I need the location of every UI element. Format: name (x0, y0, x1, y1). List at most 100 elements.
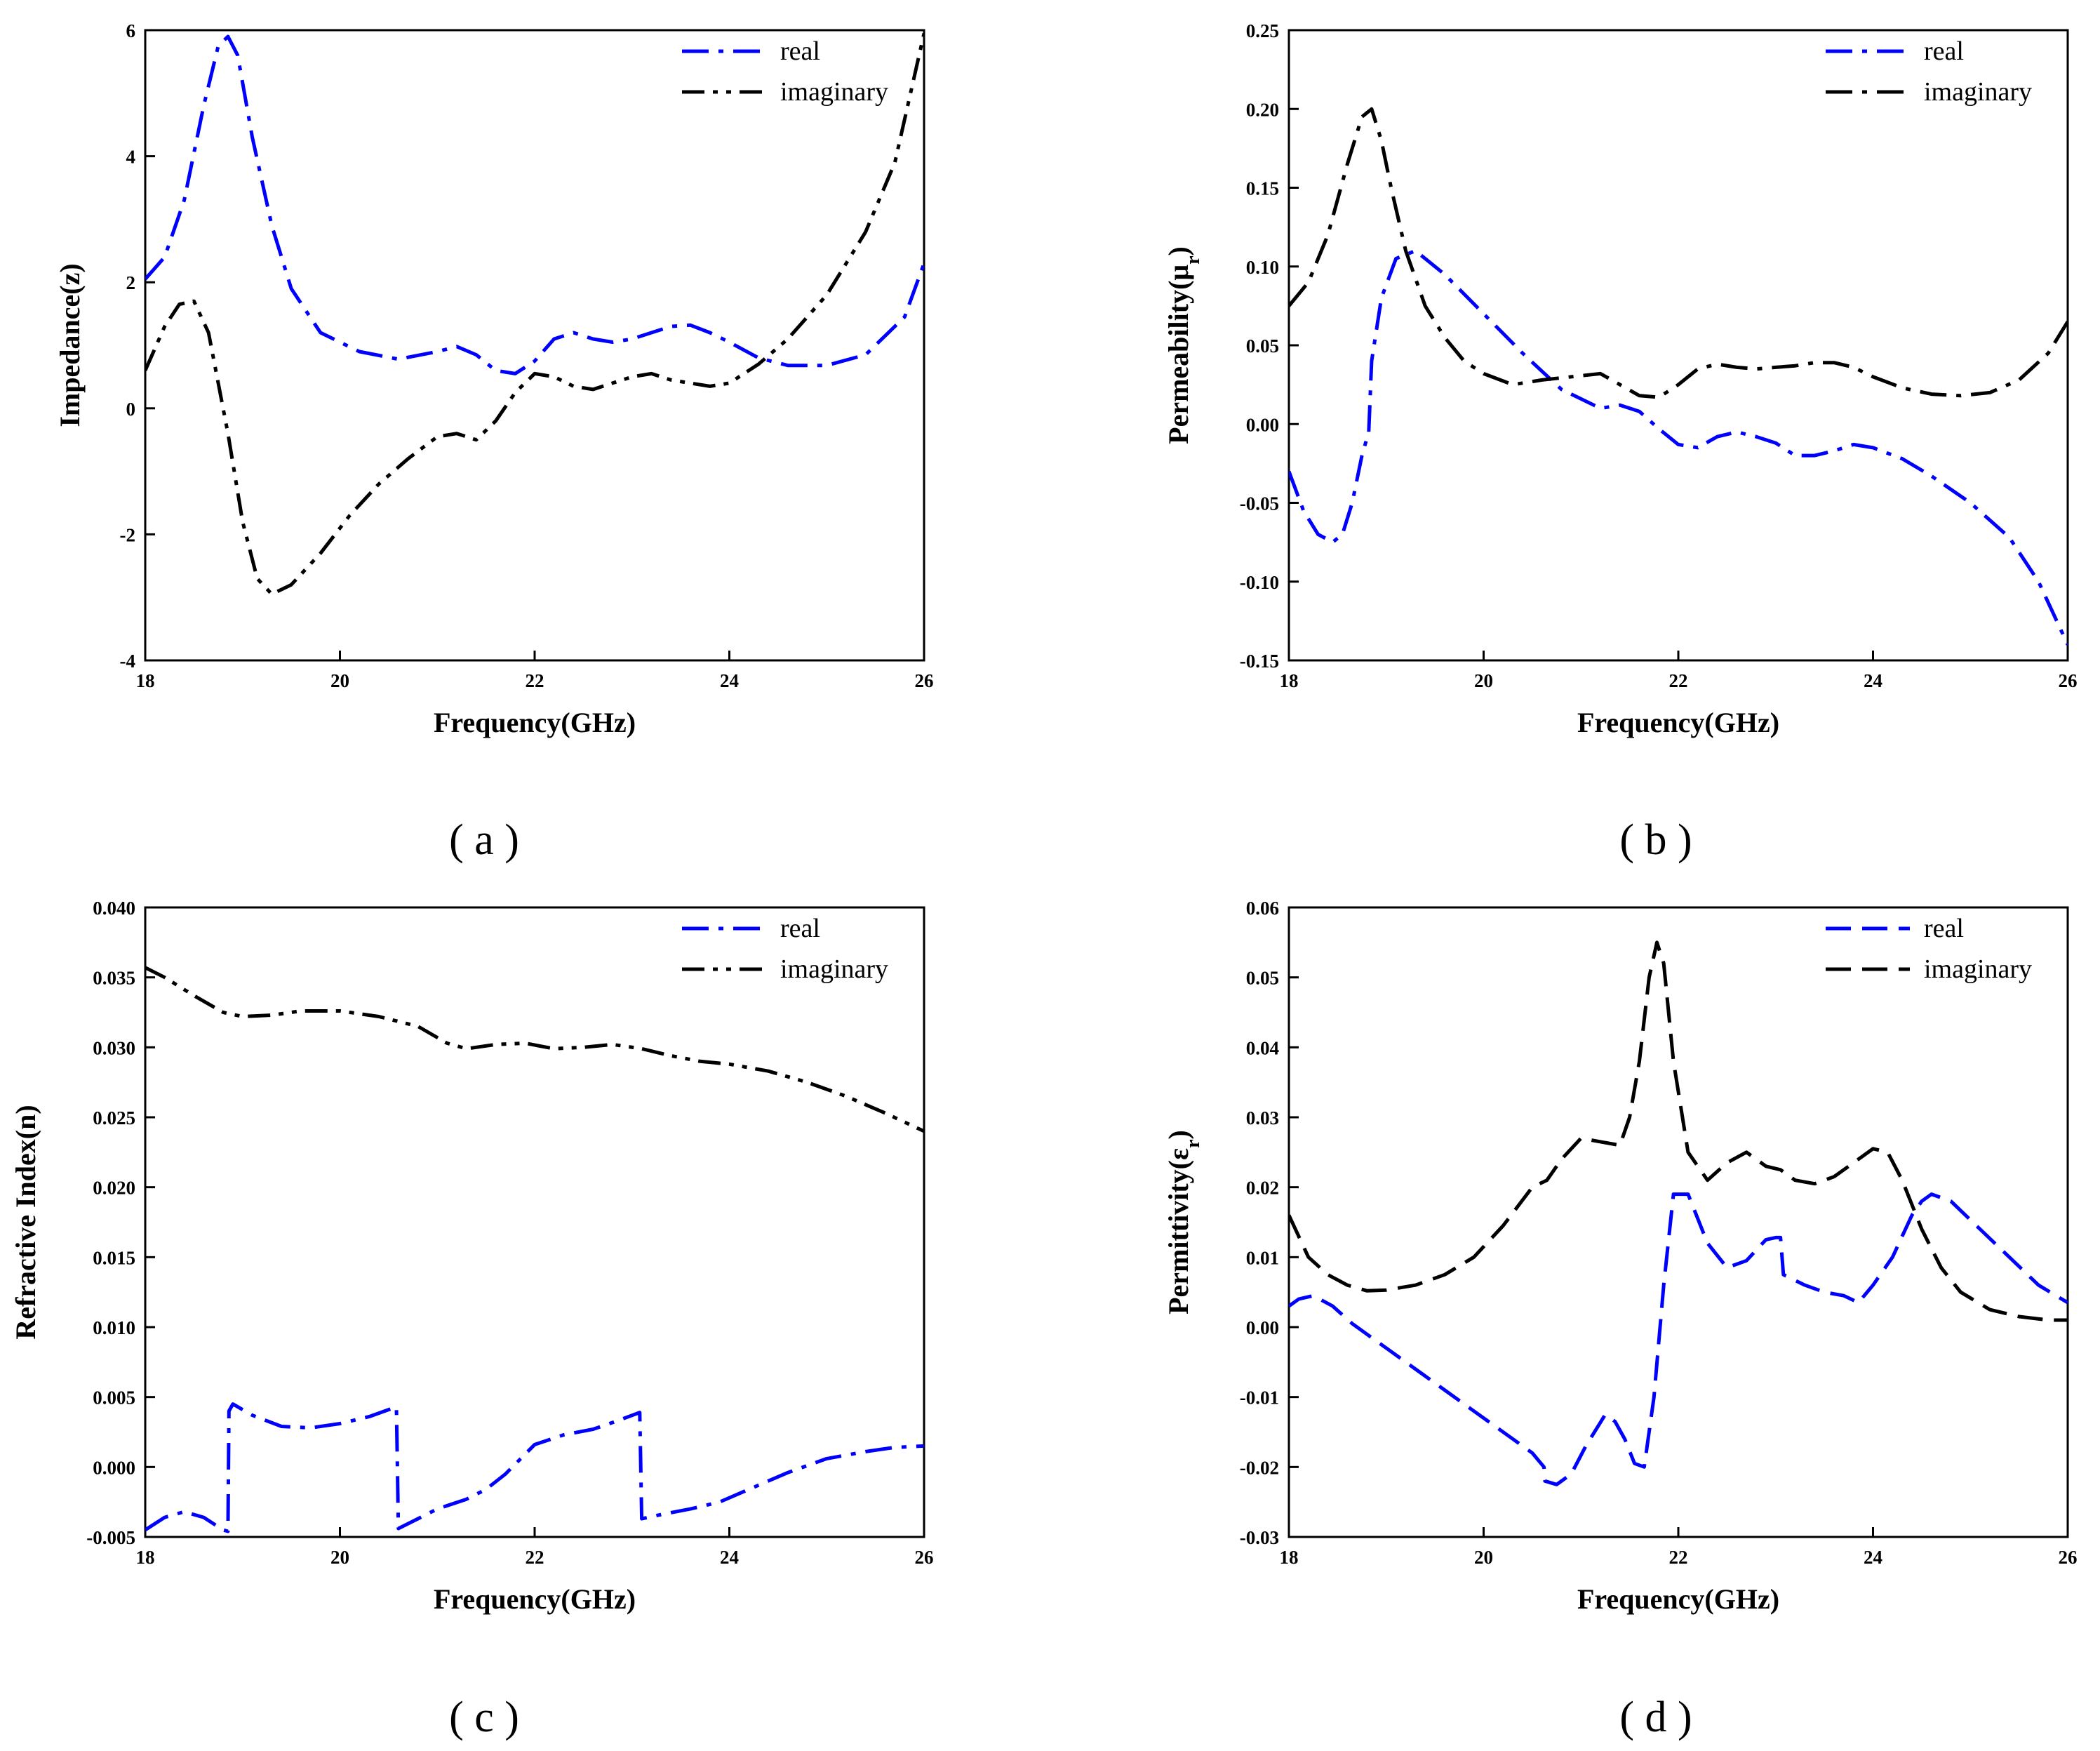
chart-c-ytick-label: 0.035 (93, 968, 135, 989)
chart-c: 18 20 22 24 26 -0.005 0.000 0.005 0.010 0.015 0.02… (10, 898, 934, 1741)
chart-b-ytick-label: 0.25 (1246, 20, 1279, 41)
chart-c-ylabel-text: Refractive Index(n) (10, 1105, 41, 1339)
chart-b-ytick-label: 0.00 (1246, 414, 1279, 435)
chart-c-legend-label-imaginary: imaginary (780, 954, 888, 984)
chart-c-ylabel: Refractive Index(n) (10, 1105, 41, 1339)
chart-c-xtick-label: 18 (136, 1547, 155, 1568)
chart-d-plot-frame (1288, 906, 2069, 1538)
chart-a-xtick-label: 26 (915, 670, 934, 691)
chart-d-legend-label-imaginary: imaginary (1924, 954, 2032, 984)
chart-a-caption: ( a ) (449, 816, 519, 864)
chart-c-xtick-label: 22 (526, 1547, 544, 1568)
chart-a-ytick-label: -4 (120, 651, 136, 672)
chart-b-legend-label-real: real (1924, 36, 1964, 66)
chart-d-ylabel-text: Permittivity(ε (1163, 1148, 1194, 1314)
chart-a-xtick-label: 18 (136, 670, 155, 691)
chart-b-ylabel-text: Permeability(μ (1163, 265, 1194, 444)
chart-a-plot-frame (144, 29, 925, 662)
chart-a-legend-label-real: real (780, 36, 820, 66)
chart-d-ytick-label: -0.02 (1240, 1457, 1279, 1478)
chart-c-ytick-label: 0.010 (93, 1317, 135, 1338)
chart-b-series-real-line (1289, 248, 2068, 646)
chart-c-ytick-label: 0.020 (93, 1178, 135, 1199)
chart-d-xtick-label: 24 (1864, 1547, 1882, 1568)
chart-a-ytick-label: 2 (126, 272, 136, 293)
chart-a-series-real-line (145, 34, 924, 375)
chart-a-ylabel-text: Impedance(z) (54, 263, 86, 427)
chart-d-ytick-label: 0.04 (1246, 1037, 1279, 1058)
chart-b-ytick-label: 0.10 (1246, 257, 1279, 278)
chart-b-ylabel-sub: r (1182, 255, 1204, 264)
chart-c-caption: ( c ) (449, 1693, 519, 1741)
chart-d-series-imaginary-line (1289, 940, 2068, 1322)
chart-d-ytick-label: 0.01 (1246, 1247, 1279, 1268)
chart-d-xtick-label: 26 (2059, 1547, 2078, 1568)
chart-b-xtick-label: 20 (1474, 670, 1493, 691)
chart-c-legend-label-real: real (780, 914, 820, 943)
chart-b-series-imaginary-line (1289, 107, 2068, 399)
chart-c-ytick-label: -0.005 (86, 1527, 135, 1548)
chart-a-ytick-label: 4 (126, 147, 136, 168)
chart-d-ylabel-close: ) (1163, 1130, 1194, 1139)
chart-a-ylabel: Impedance(z) (54, 263, 86, 427)
chart-d-series-real-line (1289, 1192, 2068, 1486)
chart-d-xtick-label: 18 (1280, 1547, 1299, 1568)
chart-a: 18 20 22 24 26-4-20246Frequency(GHz)Impedanc… (54, 20, 934, 864)
chart-b-ytick-label: -0.15 (1240, 651, 1279, 672)
chart-d-ylabel-sub: r (1182, 1139, 1204, 1147)
chart-c-plot-frame (144, 906, 925, 1538)
chart-d-ytick-label: 0.00 (1246, 1317, 1279, 1338)
chart-d-ytick-label: 0.05 (1246, 968, 1279, 989)
chart-b-ytick-label: -0.10 (1240, 572, 1279, 593)
chart-b: 18 20 22 24 26 -0.15 -0.10 -0.05 0.00 0.05 0.10 0.1… (1163, 20, 2078, 864)
chart-d-caption: ( d ) (1619, 1693, 1692, 1741)
chart-a-legend-label-imaginary: imaginary (780, 77, 888, 107)
chart-d-ytick-label: -0.01 (1240, 1387, 1279, 1409)
chart-a-ytick-label: -2 (120, 524, 136, 545)
chart-b-ytick-label: 0.05 (1246, 335, 1279, 357)
chart-a-xtick-label: 22 (526, 670, 544, 691)
chart-b-plot-frame (1288, 29, 2069, 662)
chart-d-ylabel: Permittivity(εr) (1163, 1130, 1204, 1314)
chart-c-ytick-label: 0.000 (93, 1457, 135, 1478)
chart-b-xtick-label: 24 (1864, 670, 1882, 691)
chart-b-xlabel: Frequency(GHz) (1577, 707, 1779, 738)
chart-c-xlabel: Frequency(GHz) (434, 1583, 636, 1615)
chart-b-caption: ( b ) (1619, 816, 1692, 864)
chart-b-xtick-label: 18 (1280, 670, 1299, 691)
chart-b-xtick-label: 26 (2059, 670, 2078, 691)
chart-c-series-real-line (145, 1402, 924, 1533)
chart-c-ytick-label: 0.030 (93, 1037, 135, 1058)
chart-a-xtick-label: 20 (330, 670, 349, 691)
chart-d-xtick-label: 20 (1474, 1547, 1493, 1568)
chart-d: 18 20 22 24 26 -0.03 -0.02 -0.01 0.00 0.01 0.02 0.0… (1163, 898, 2078, 1741)
chart-d-ytick-label: 0.06 (1246, 898, 1279, 919)
chart-b-legend-label-imaginary: imaginary (1924, 77, 2032, 107)
chart-c-xtick-label: 26 (915, 1547, 934, 1568)
chart-a-series-imaginary-line (145, 32, 924, 597)
chart-d-legend-label-real: real (1924, 914, 1964, 943)
chart-c-ytick-label: 0.005 (93, 1387, 135, 1409)
chart-d-ytick-label: -0.03 (1240, 1527, 1279, 1548)
chart-c-series-imaginary-line (145, 966, 924, 1133)
chart-b-ytick-label: -0.05 (1240, 493, 1279, 514)
chart-d-xtick-label: 22 (1669, 1547, 1688, 1568)
chart-b-ylabel-close: ) (1163, 246, 1194, 255)
chart-b-xtick-label: 22 (1669, 670, 1688, 691)
chart-d-xlabel: Frequency(GHz) (1577, 1583, 1779, 1615)
chart-b-ytick-label: 0.15 (1246, 178, 1279, 199)
chart-a-xtick-label: 24 (720, 670, 739, 691)
chart-b-ylabel: Permeability(μr) (1163, 246, 1204, 444)
chart-c-ytick-label: 0.025 (93, 1107, 135, 1129)
chart-a-ytick-label: 6 (126, 20, 136, 41)
chart-d-ytick-label: 0.02 (1246, 1178, 1279, 1199)
chart-b-ytick-label: 0.20 (1246, 99, 1279, 120)
chart-c-ytick-label: 0.015 (93, 1247, 135, 1268)
chart-a-ytick-label: 0 (126, 399, 136, 420)
chart-c-xtick-label: 20 (330, 1547, 349, 1568)
chart-a-xlabel: Frequency(GHz) (434, 707, 636, 738)
chart-c-ytick-label: 0.040 (93, 898, 135, 919)
chart-c-xtick-label: 24 (720, 1547, 739, 1568)
chart-d-ytick-label: 0.03 (1246, 1107, 1279, 1129)
